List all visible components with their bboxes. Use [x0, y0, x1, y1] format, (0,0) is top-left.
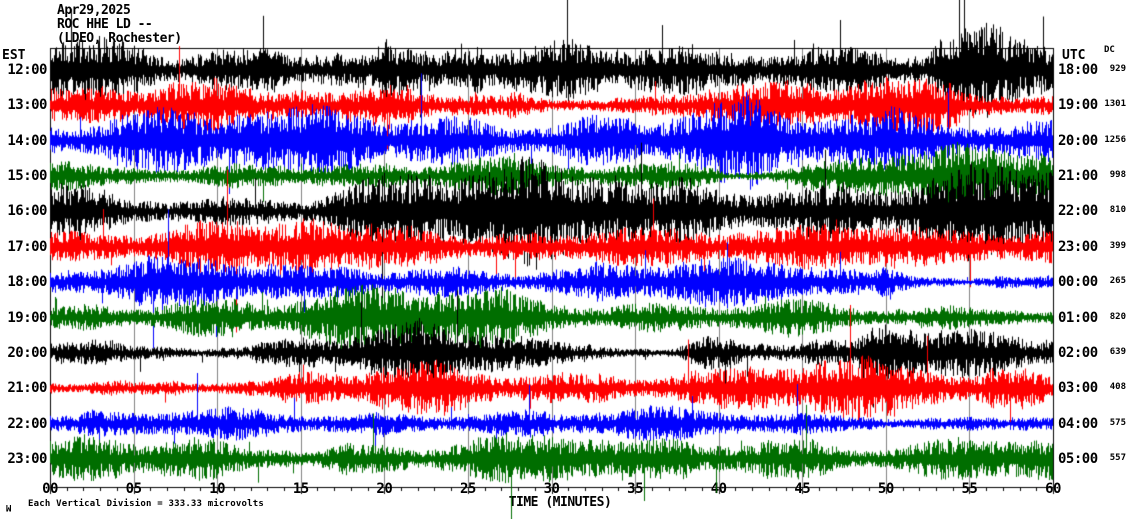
x-tick-label: 30: [543, 481, 560, 497]
x-tick-label: 15: [292, 481, 309, 497]
x-axis-title: TIME (MINUTES): [508, 495, 612, 510]
x-tick-label: 10: [209, 481, 226, 497]
est-time-label: 21:00: [7, 380, 47, 397]
dc-value-label: 399: [1109, 240, 1126, 251]
est-time-label: 13:00: [7, 97, 47, 114]
est-time-label: 19:00: [7, 309, 47, 326]
dc-value-label: 998: [1109, 170, 1126, 181]
right-axis-header: UTC: [1062, 48, 1086, 63]
x-tick-label: 35: [627, 481, 643, 497]
footer-scale-note: Each Vertical Division = 333.33 microvol…: [28, 499, 264, 509]
dc-value-label: 820: [1109, 311, 1126, 322]
x-tick-label: 00: [42, 481, 58, 497]
est-time-label: 20:00: [7, 344, 47, 361]
dc-value-label: 1256: [1104, 134, 1126, 145]
watermark-mark: M: [6, 502, 12, 512]
x-tick-label: 50: [877, 481, 894, 497]
est-time-label: 23:00: [7, 450, 47, 467]
x-tick-label: 05: [125, 481, 142, 497]
title-location: (LDEO, Rochester): [57, 31, 182, 46]
est-time-label: 15:00: [7, 168, 47, 185]
est-time-label: 22:00: [7, 415, 47, 432]
est-time-label: 16:00: [7, 203, 47, 220]
dc-value-label: 575: [1109, 417, 1126, 428]
title-station: ROC HHE LD --: [57, 17, 153, 32]
x-tick-label: 55: [961, 481, 978, 497]
dc-value-label: 929: [1109, 64, 1126, 74]
x-tick-label: 45: [794, 481, 811, 497]
x-tick-label: 20: [376, 481, 393, 497]
est-time-label: 12:00: [7, 62, 47, 78]
x-tick-label: 60: [1045, 481, 1061, 497]
dc-value-label: 557: [1109, 452, 1126, 463]
dc-value-label: 408: [1109, 382, 1126, 393]
est-time-label: 18:00: [7, 274, 47, 291]
dc-value-label: 1301: [1104, 99, 1126, 110]
dc-value-label: 810: [1109, 205, 1126, 216]
est-time-label: 17:00: [7, 238, 47, 255]
est-time-label: 14:00: [7, 132, 47, 149]
x-tick-label: 25: [459, 481, 476, 497]
dc-column-header: DC: [1104, 45, 1115, 55]
dc-value-label: 265: [1109, 276, 1126, 287]
left-axis-header: EST: [2, 48, 26, 63]
dc-value-label: 639: [1109, 346, 1126, 357]
title-date: Apr29,2025: [57, 3, 131, 18]
x-tick-label: 40: [710, 481, 727, 497]
